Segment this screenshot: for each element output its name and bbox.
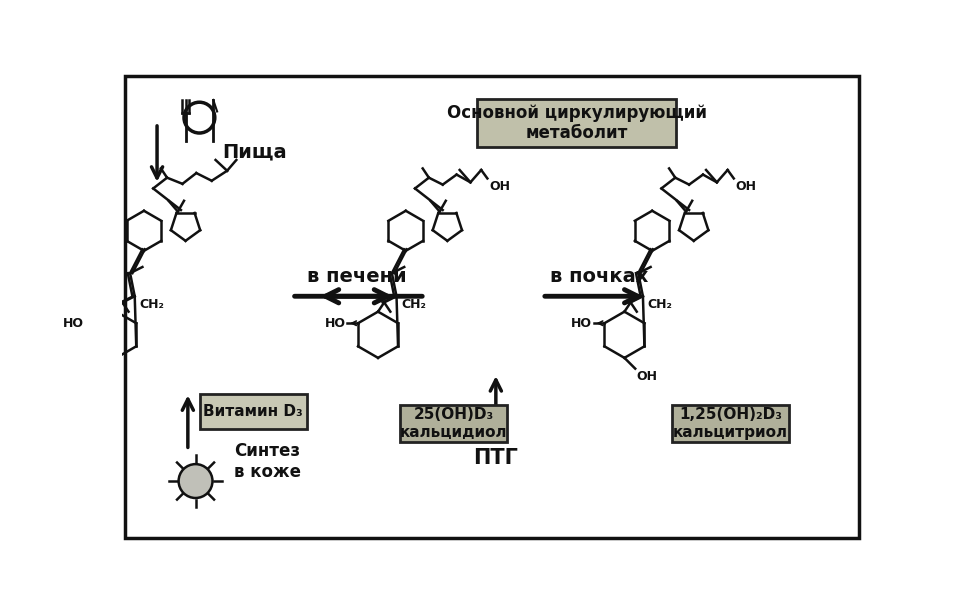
Text: в почках: в почках xyxy=(550,268,648,286)
Text: Основной циркулирующий
метаболит: Основной циркулирующий метаболит xyxy=(446,103,707,142)
Text: Синтез
в коже: Синтез в коже xyxy=(234,443,301,481)
Text: HO: HO xyxy=(571,317,592,330)
Text: OH: OH xyxy=(636,370,658,383)
Text: HO: HO xyxy=(63,317,84,330)
Text: CH₂: CH₂ xyxy=(401,298,426,311)
Text: CH₂: CH₂ xyxy=(648,298,672,311)
Text: 25(OH)D₃
кальцидиол: 25(OH)D₃ кальцидиол xyxy=(399,407,507,440)
Text: ПТГ: ПТГ xyxy=(473,448,518,468)
FancyBboxPatch shape xyxy=(400,405,507,442)
Text: Пища: Пища xyxy=(223,143,287,162)
Text: CH₂: CH₂ xyxy=(139,298,164,311)
FancyBboxPatch shape xyxy=(672,405,789,442)
FancyBboxPatch shape xyxy=(477,99,677,147)
Text: в печени: в печени xyxy=(307,268,407,286)
Text: OH: OH xyxy=(489,180,510,193)
Text: 1,25(OH)₂D₃
кальцитриол: 1,25(OH)₂D₃ кальцитриол xyxy=(673,407,788,440)
FancyBboxPatch shape xyxy=(200,394,307,429)
Text: Витамин D₃: Витамин D₃ xyxy=(204,404,303,420)
Text: HO: HO xyxy=(324,317,346,330)
Circle shape xyxy=(179,464,212,498)
Text: OH: OH xyxy=(735,180,756,193)
